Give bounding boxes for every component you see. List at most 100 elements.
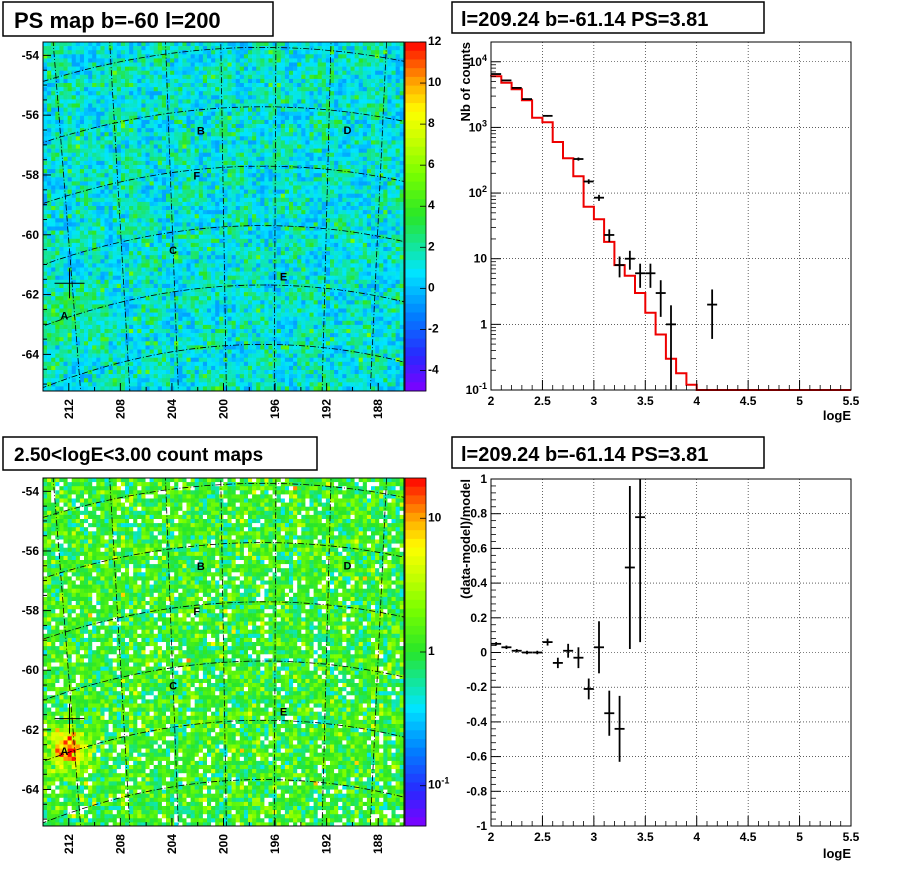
map-cell [301,136,306,141]
map-cell [71,218,77,223]
map-cell [120,263,126,268]
map-cell [379,83,384,88]
map-cell [51,115,56,121]
map-cell [207,46,212,51]
map-cell [125,165,130,170]
map-cell [67,111,72,117]
map-cell [256,160,261,166]
map-cell [92,144,97,149]
map-cell [43,181,48,186]
map-cell [133,234,138,240]
map-cell [108,152,113,158]
map-cell [256,267,261,272]
map-cell [198,78,204,84]
map-cell [84,177,89,182]
map-cell [207,247,212,252]
map-cell [387,255,392,260]
map-cell [133,226,138,231]
map-cell [141,201,146,207]
map-cell [51,210,56,215]
map-cell [79,165,85,170]
map-cell [338,218,343,223]
map-cell [260,189,265,194]
map-cell [100,201,105,207]
map-cell [309,136,314,141]
map-cell [235,189,241,194]
map-cell [354,91,359,96]
map-cell [153,74,159,80]
map-cell [47,226,52,231]
map-cell [284,263,290,268]
map-cell [260,173,265,178]
map-cell [371,185,376,190]
map-cell [137,165,142,170]
map-cell [338,177,343,182]
map-cell [366,66,372,71]
map-cell [338,128,343,133]
map-cell [116,189,122,194]
map-cell [51,267,56,272]
map-cell [235,46,241,51]
map-cell [186,189,191,194]
map-cell [321,267,327,272]
map-cell [153,107,159,112]
map-cell [67,214,72,219]
map-cell [190,144,195,149]
map-cell [297,107,302,112]
map-cell [202,218,208,223]
map-cell [227,115,232,121]
map-cell [379,128,384,133]
map-cell [338,263,343,268]
map-cell [260,152,265,158]
map-cell [362,247,368,252]
map-cell [153,91,159,96]
map-cell [190,251,195,256]
map-cell [120,181,126,186]
map-cell [301,218,306,223]
map-cell [391,95,396,100]
map-cell [264,46,269,51]
map-cell [202,66,208,71]
map-cell [391,230,396,235]
map-cell [145,95,150,100]
map-cell [243,111,249,117]
map-cell [51,206,56,211]
map-cell [92,255,97,260]
map-cell [219,247,224,252]
map-cell [215,201,220,207]
map-cell [342,214,347,219]
map-cell [59,177,64,182]
map-cell [100,103,105,108]
map-cell [137,185,142,190]
map-cell [211,226,216,231]
map-cell [186,95,191,100]
map-cell [55,165,60,170]
map-cell [248,247,253,252]
map-cell [63,99,68,104]
map-cell [346,251,351,256]
map-cell [47,210,52,215]
map-cell [399,83,404,88]
map-cell [88,218,93,223]
map-cell [391,206,396,211]
map-cell [239,87,245,92]
map-cell [342,247,347,252]
map-cell [186,259,191,264]
map-cell [198,140,204,145]
map-cell [43,103,48,108]
map-cell [161,144,167,149]
map-cell [219,156,224,162]
map-cell [366,119,372,125]
map-cell [284,247,290,252]
map-cell [161,156,167,162]
map-cell [321,70,327,76]
map-cell [59,54,64,59]
map-cell [243,78,249,84]
map-cell [141,197,146,203]
map-cell [47,242,52,248]
map-cell [383,242,388,248]
map-cell [120,165,126,170]
map-cell [100,218,105,223]
map-cell [362,58,368,63]
map-cell [63,267,68,272]
